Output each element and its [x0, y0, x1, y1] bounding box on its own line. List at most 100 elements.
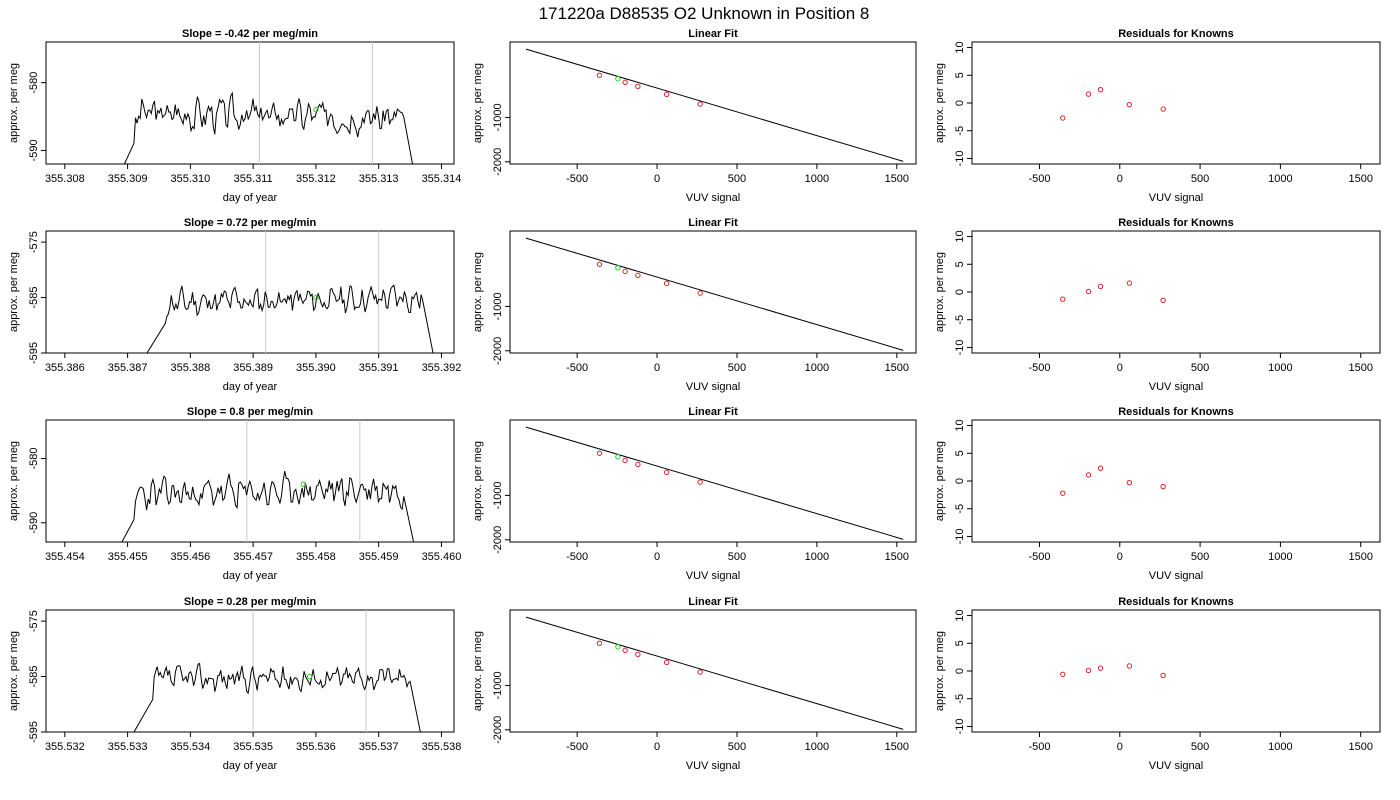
unknown-point: [615, 76, 621, 82]
plot-frame: [509, 41, 917, 165]
panel-title: Linear Fit: [688, 406, 738, 418]
known-point: [697, 479, 703, 485]
known-point: [697, 290, 703, 296]
y-axis-label: approx. per meg: [472, 252, 484, 332]
y-axis-label: approx. per meg: [8, 63, 20, 143]
x-tick-label: 355.310: [170, 173, 210, 185]
plot-frame: [45, 609, 455, 733]
x-tick-label: 355.308: [45, 173, 85, 185]
x-tick-label: 355.309: [108, 173, 148, 185]
panel-r1-c3: Residuals for Knowns -500 0 500 1000 1500 10 5 0…: [934, 28, 1381, 204]
x-tick-label: 1000: [1268, 551, 1292, 563]
known-point: [1126, 479, 1133, 486]
x-tick-label: 500: [1191, 551, 1209, 563]
plot-area: [525, 48, 904, 162]
known-point: [635, 83, 641, 90]
plot-area: [1060, 86, 1166, 121]
known-point: [635, 651, 641, 658]
y-tick-label: -10: [954, 151, 966, 167]
x-tick-label: 500: [728, 362, 746, 374]
plot-frame: [45, 41, 455, 165]
x-tick-label: 500: [1191, 741, 1209, 753]
y-tick-label: -575: [28, 231, 40, 253]
plot-area: [146, 231, 434, 353]
x-tick-label: 0: [1117, 741, 1123, 753]
x-tick-label: 1500: [885, 551, 909, 563]
plot-frame: [971, 419, 1381, 543]
x-tick-label: 0: [1117, 362, 1123, 374]
panel-r1-c1: Slope = -0.42 per meg/min 355.308 355.309 3…: [8, 28, 461, 204]
x-tick-label: 1500: [1348, 551, 1372, 563]
panel-r3-c2: Linear Fit -500 0 500 1000 1500 -1000 -2000 VUV …: [472, 406, 917, 582]
y-tick-label: -590: [28, 139, 40, 161]
plot-frame: [45, 419, 455, 543]
known-point: [596, 640, 603, 646]
known-point: [1085, 288, 1092, 295]
x-tick-label: 500: [728, 551, 746, 563]
plot-frame: [971, 609, 1381, 733]
y-tick-label: -5: [954, 504, 966, 514]
fit-line: [525, 237, 904, 351]
y-axis-label: approx. per meg: [934, 63, 946, 143]
y-tick-label: -1000: [492, 103, 504, 131]
y-tick-label: -10: [954, 340, 966, 356]
plot-frame: [971, 41, 1381, 165]
known-point: [1060, 296, 1066, 302]
x-tick-label: 355.534: [170, 741, 210, 753]
x-axis-label: VUV signal: [686, 570, 740, 582]
known-point: [663, 280, 670, 287]
unknown-point: [306, 673, 313, 680]
panel-title: Linear Fit: [688, 217, 738, 229]
x-tick-label: 355.454: [45, 551, 85, 563]
plot-area: [1060, 663, 1166, 679]
known-point: [1060, 490, 1066, 496]
x-tick-label: 1500: [885, 741, 909, 753]
x-tick-label: 1500: [1348, 741, 1372, 753]
unknown-point: [615, 454, 621, 460]
known-point: [663, 469, 670, 476]
x-tick-label: 1500: [885, 173, 909, 185]
unknown-point: [615, 644, 621, 650]
x-tick-label: 500: [728, 173, 746, 185]
x-tick-label: 1000: [1268, 173, 1292, 185]
y-tick-label: 10: [954, 41, 966, 53]
known-point: [1085, 667, 1092, 674]
x-tick-label: -500: [566, 173, 588, 185]
y-tick-label: 5: [954, 261, 966, 267]
panel-title: Slope = -0.42 per meg/min: [182, 28, 318, 40]
known-point: [697, 101, 703, 107]
x-tick-label: 0: [1117, 173, 1123, 185]
known-point: [663, 91, 670, 98]
y-tick-label: 0: [954, 668, 966, 674]
plot-area: [525, 616, 904, 730]
x-tick-label: 1000: [805, 173, 829, 185]
plot-frame: [509, 419, 917, 543]
x-axis-label: day of year: [223, 192, 278, 204]
known-point: [635, 461, 641, 468]
signal-trace: [146, 284, 434, 353]
fit-line: [525, 48, 904, 162]
known-point: [596, 72, 603, 78]
y-tick-label: -585: [28, 287, 40, 309]
signal-trace: [123, 91, 414, 164]
x-tick-label: 1000: [805, 362, 829, 374]
plot-area: [1060, 280, 1166, 304]
y-axis-label: approx. per meg: [8, 631, 20, 711]
known-point: [596, 261, 603, 267]
known-point: [1160, 483, 1166, 490]
panel-title: Slope = 0.28 per meg/min: [184, 596, 317, 608]
x-tick-label: 355.392: [422, 362, 462, 374]
x-axis-label: day of year: [223, 570, 278, 582]
known-point: [1060, 671, 1066, 678]
x-tick-label: 355.455: [108, 551, 148, 563]
fit-line: [525, 426, 904, 540]
panel-title: Slope = 0.8 per meg/min: [187, 406, 314, 418]
x-tick-label: 1500: [885, 362, 909, 374]
plot-frame: [509, 609, 917, 733]
y-tick-label: -2000: [492, 337, 504, 365]
panel-title: Linear Fit: [688, 596, 738, 608]
x-tick-label: 355.389: [233, 362, 273, 374]
x-axis-label: VUV signal: [686, 760, 740, 772]
figure-title: 171220a D88535 O2 Unknown in Position 8: [539, 4, 870, 23]
x-tick-label: 355.459: [359, 551, 399, 563]
